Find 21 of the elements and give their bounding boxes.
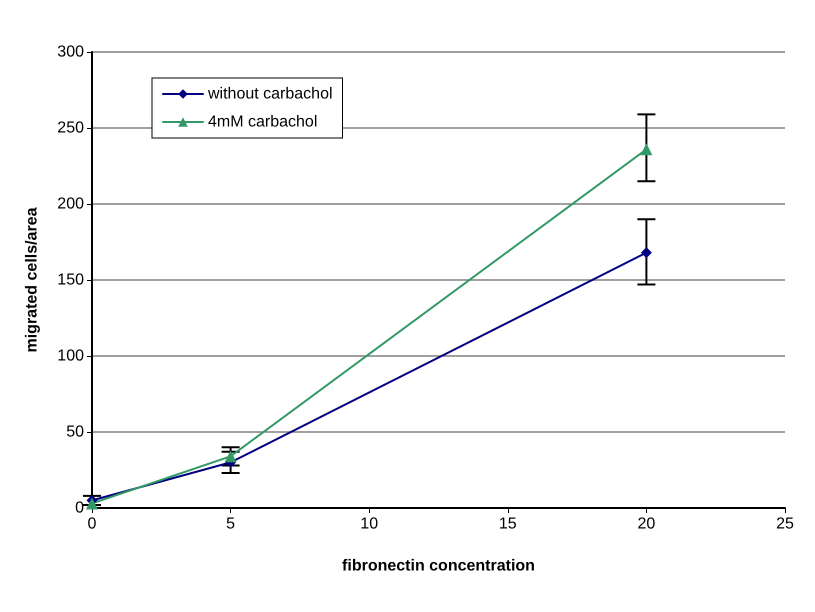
legend-label: without carbachol	[207, 86, 333, 102]
x-tick-label: 25	[776, 516, 794, 532]
y-axis-title: migrated cells/area	[24, 207, 40, 352]
x-tick-label: 0	[88, 516, 97, 532]
y-tick-label: 300	[57, 44, 84, 60]
y-tick-label: 100	[57, 348, 84, 364]
y-tick-label: 250	[57, 120, 84, 136]
legend-label: 4mM carbachol	[208, 114, 318, 130]
x-tick-label: 5	[226, 516, 236, 532]
point	[224, 450, 237, 462]
y-tick-label: 150	[57, 272, 84, 288]
x-tick-label: 10	[360, 516, 378, 532]
point	[86, 497, 98, 510]
point	[640, 247, 652, 258]
x-axis-title: fibronectin concentration	[342, 558, 535, 574]
y-tick-label: 0	[75, 500, 84, 516]
x-tick-label: 15	[498, 516, 517, 532]
y-tick-label: 200	[57, 196, 84, 212]
x-tick-label: 20	[638, 516, 656, 532]
point	[640, 143, 652, 156]
y-tick-label: 50	[66, 424, 84, 440]
